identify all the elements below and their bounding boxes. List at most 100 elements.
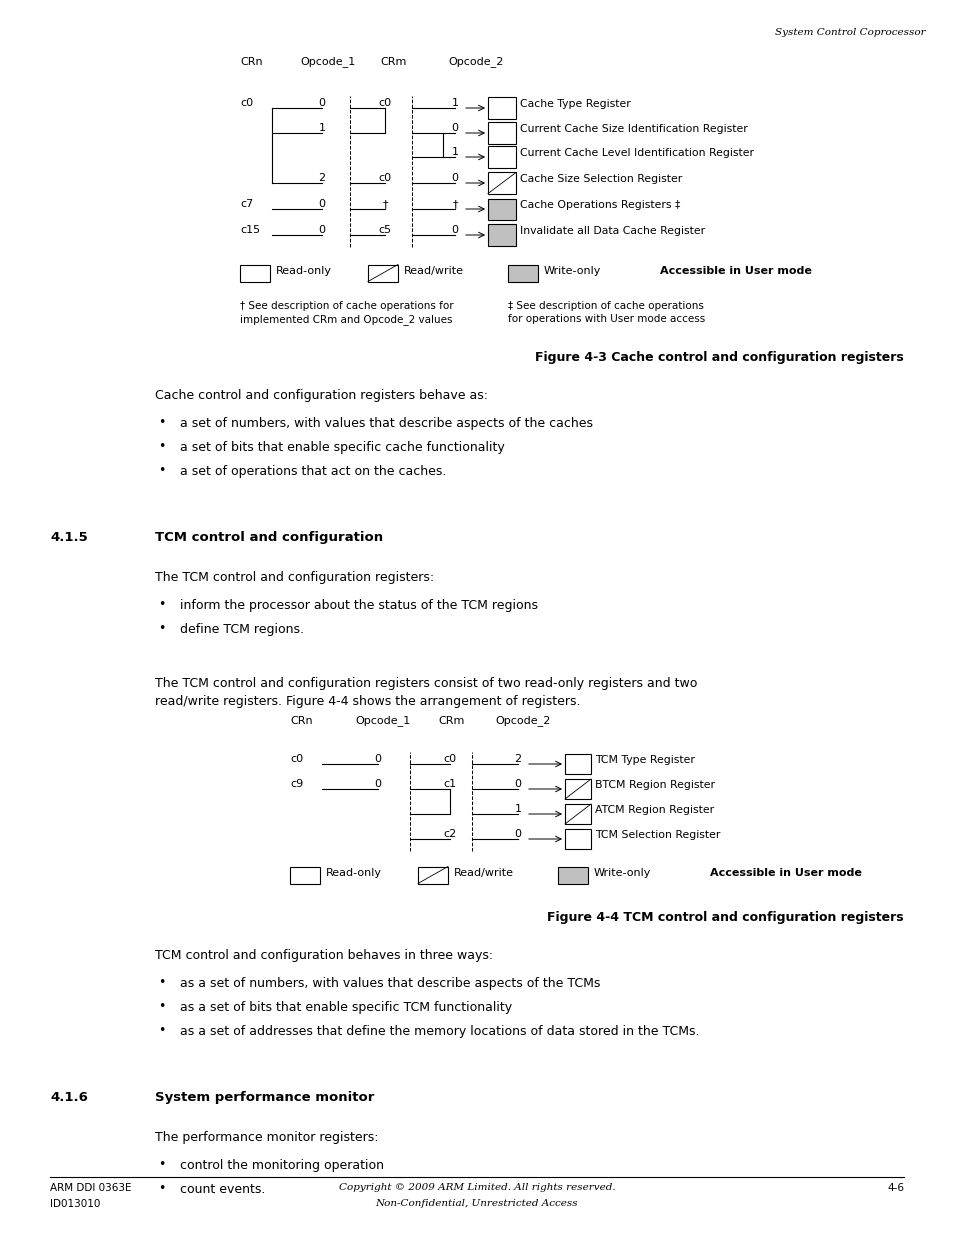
Bar — [564, 804, 590, 824]
Text: CRn: CRn — [240, 57, 262, 67]
Text: System Control Coprocessor: System Control Coprocessor — [775, 28, 925, 37]
Text: a set of operations that act on the caches.: a set of operations that act on the cach… — [180, 466, 446, 478]
Text: c0: c0 — [378, 98, 391, 107]
Text: CRm: CRm — [379, 57, 406, 67]
Text: c1: c1 — [443, 779, 456, 789]
Text: The TCM control and configuration registers:: The TCM control and configuration regist… — [154, 571, 434, 584]
Text: •: • — [158, 1158, 166, 1171]
Text: Figure 4-3 Cache control and configuration registers: Figure 4-3 Cache control and configurati… — [535, 351, 903, 364]
Text: Read/write: Read/write — [403, 266, 463, 275]
Text: 0: 0 — [451, 124, 458, 133]
Text: Write-only: Write-only — [594, 868, 651, 878]
Bar — [488, 225, 516, 246]
Text: System performance monitor: System performance monitor — [154, 1091, 374, 1104]
Text: a set of bits that enable specific cache functionality: a set of bits that enable specific cache… — [180, 441, 504, 454]
Text: •: • — [158, 440, 166, 453]
Text: CRm: CRm — [437, 716, 464, 726]
Text: TCM control and configuration: TCM control and configuration — [154, 531, 383, 543]
Text: c15: c15 — [240, 225, 260, 235]
Text: 0: 0 — [318, 199, 325, 209]
Text: TCM Selection Register: TCM Selection Register — [595, 830, 720, 840]
Text: Non-Confidential, Unrestricted Access: Non-Confidential, Unrestricted Access — [375, 1199, 578, 1208]
Text: CRn: CRn — [290, 716, 313, 726]
Text: define TCM regions.: define TCM regions. — [180, 622, 304, 636]
Text: c5: c5 — [378, 225, 391, 235]
Text: The performance monitor registers:: The performance monitor registers: — [154, 1131, 378, 1144]
Text: c0: c0 — [378, 173, 391, 183]
Text: 0: 0 — [318, 225, 325, 235]
Text: 4.1.6: 4.1.6 — [50, 1091, 88, 1104]
Text: Write-only: Write-only — [543, 266, 600, 275]
Text: Opcode_1: Opcode_1 — [299, 56, 355, 67]
Text: control the monitoring operation: control the monitoring operation — [180, 1158, 384, 1172]
Text: 0: 0 — [451, 173, 458, 183]
Text: 1: 1 — [514, 804, 521, 814]
Text: 2: 2 — [514, 755, 521, 764]
Text: a set of numbers, with values that describe aspects of the caches: a set of numbers, with values that descr… — [180, 417, 593, 430]
Bar — [488, 147, 516, 168]
Bar — [558, 867, 587, 883]
Text: ID013010: ID013010 — [50, 1199, 100, 1209]
Text: 0: 0 — [514, 779, 521, 789]
Text: Figure 4-4 TCM control and configuration registers: Figure 4-4 TCM control and configuration… — [547, 911, 903, 924]
Text: Opcode_2: Opcode_2 — [448, 56, 503, 67]
Text: Opcode_1: Opcode_1 — [355, 715, 410, 726]
Text: •: • — [158, 416, 166, 429]
Text: Cache Size Selection Register: Cache Size Selection Register — [519, 174, 681, 184]
Text: •: • — [158, 1024, 166, 1037]
Bar — [507, 264, 537, 282]
Text: Accessible in User mode: Accessible in User mode — [659, 266, 811, 275]
Text: Current Cache Level Identification Register: Current Cache Level Identification Regis… — [519, 148, 753, 158]
Text: count events.: count events. — [180, 1183, 265, 1195]
Text: ATCM Region Register: ATCM Region Register — [595, 805, 714, 815]
Text: •: • — [158, 598, 166, 611]
Text: The TCM control and configuration registers consist of two read-only registers a: The TCM control and configuration regist… — [154, 677, 697, 708]
Text: 4.1.5: 4.1.5 — [50, 531, 88, 543]
Text: Accessible in User mode: Accessible in User mode — [709, 868, 861, 878]
Bar — [240, 264, 270, 282]
Bar — [564, 829, 590, 848]
Text: c0: c0 — [443, 755, 456, 764]
Text: TCM Type Register: TCM Type Register — [595, 755, 694, 764]
Text: 0: 0 — [318, 98, 325, 107]
Text: †: † — [382, 199, 387, 209]
Bar — [564, 755, 590, 774]
Text: 1: 1 — [451, 147, 458, 157]
Bar — [488, 199, 516, 220]
Text: Current Cache Size Identification Register: Current Cache Size Identification Regist… — [519, 124, 747, 135]
Text: 0: 0 — [375, 779, 381, 789]
Text: Read/write: Read/write — [454, 868, 514, 878]
Text: Read-only: Read-only — [275, 266, 332, 275]
Text: c7: c7 — [240, 199, 253, 209]
Text: c2: c2 — [443, 829, 456, 839]
Text: Read-only: Read-only — [326, 868, 381, 878]
Text: Cache control and configuration registers behave as:: Cache control and configuration register… — [154, 389, 488, 403]
Text: TCM control and configuration behaves in three ways:: TCM control and configuration behaves in… — [154, 948, 493, 962]
Text: BTCM Region Register: BTCM Region Register — [595, 781, 714, 790]
Bar — [488, 173, 516, 194]
Text: as a set of bits that enable specific TCM functionality: as a set of bits that enable specific TC… — [180, 1002, 512, 1014]
Bar — [368, 264, 397, 282]
Text: Opcode_2: Opcode_2 — [495, 715, 550, 726]
Text: Copyright © 2009 ARM Limited. All rights reserved.: Copyright © 2009 ARM Limited. All rights… — [338, 1183, 615, 1192]
Text: •: • — [158, 464, 166, 477]
Text: c0: c0 — [240, 98, 253, 107]
Bar — [564, 779, 590, 799]
Text: † See description of cache operations for
implemented CRm and Opcode_2 values: † See description of cache operations fo… — [240, 301, 453, 325]
Text: c9: c9 — [290, 779, 303, 789]
Bar — [290, 867, 319, 883]
Text: •: • — [158, 1000, 166, 1013]
Bar — [417, 867, 448, 883]
Text: Invalidate all Data Cache Register: Invalidate all Data Cache Register — [519, 226, 704, 236]
Text: 4-6: 4-6 — [886, 1183, 903, 1193]
Text: inform the processor about the status of the TCM regions: inform the processor about the status of… — [180, 599, 537, 613]
Text: 1: 1 — [318, 124, 325, 133]
Text: as a set of addresses that define the memory locations of data stored in the TCM: as a set of addresses that define the me… — [180, 1025, 699, 1037]
Text: ARM DDI 0363E: ARM DDI 0363E — [50, 1183, 132, 1193]
Text: 2: 2 — [318, 173, 325, 183]
Text: •: • — [158, 976, 166, 989]
Text: 1: 1 — [451, 98, 458, 107]
Text: Cache Operations Registers ‡: Cache Operations Registers ‡ — [519, 200, 679, 210]
Text: 0: 0 — [514, 829, 521, 839]
Text: as a set of numbers, with values that describe aspects of the TCMs: as a set of numbers, with values that de… — [180, 977, 599, 990]
